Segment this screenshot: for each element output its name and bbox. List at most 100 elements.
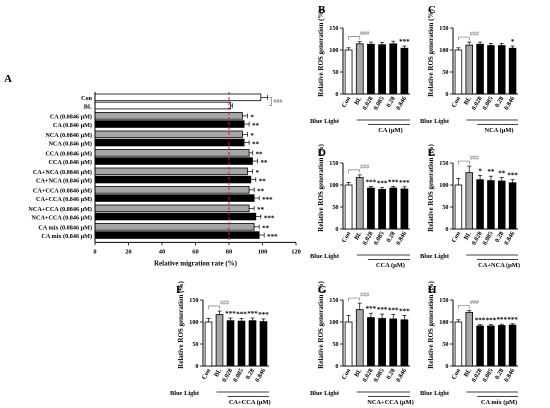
bar-c-2 xyxy=(476,43,484,95)
ytick-label-h-1: 50 xyxy=(442,341,448,348)
panel-label-h: H xyxy=(428,284,437,296)
bar-a-11 xyxy=(94,194,255,202)
bar-a-9 xyxy=(94,175,252,184)
bracket-e xyxy=(458,160,470,165)
sig-c-5: * xyxy=(511,38,515,46)
category-label-d-0: Con xyxy=(341,230,353,244)
category-label-e-1: BL xyxy=(463,231,473,242)
category-label-a-15: CA mix (0.846 μM) xyxy=(41,233,92,240)
category-label-b-0: Con xyxy=(341,95,353,109)
category-label-d-1: BL xyxy=(353,231,363,242)
ytick-label-h-0: 0 xyxy=(445,363,448,370)
ytick-label-c-0: 0 xyxy=(445,91,448,98)
ytick-label-f-1: 50 xyxy=(192,341,198,348)
category-label-a-9: CA+NCA (0.846 μM) xyxy=(36,177,92,184)
bar-g-2 xyxy=(367,317,375,367)
category-label-g-4: 0.28 xyxy=(385,368,397,381)
panel-f: F 0 50 100 150 Relative ROS generation (%) Con… xyxy=(170,280,271,406)
bar-e-1 xyxy=(465,172,474,230)
bar-e-4 xyxy=(497,180,506,230)
ytick-label-d-1: 50 xyxy=(332,204,338,211)
sig-a-5: ** xyxy=(252,140,260,148)
group-label-blue-light-e: Blue Light xyxy=(420,253,450,260)
ytick-label-g-2: 100 xyxy=(329,319,338,326)
bar-d-2 xyxy=(367,187,375,230)
bar-b-3 xyxy=(378,44,386,95)
category-label-d-3: 0.085 xyxy=(373,231,386,247)
group-label-treatment-e: CA+NCA (μM) xyxy=(478,262,520,269)
bar-b-1 xyxy=(355,43,364,95)
category-label-f-3: 0.085 xyxy=(232,368,245,384)
category-label-g-0: Con xyxy=(341,367,353,381)
bar-g-4 xyxy=(389,318,398,367)
category-label-e-5: 0.846 xyxy=(503,230,517,247)
category-label-c-4: 0.28 xyxy=(494,96,506,109)
bar-e-5 xyxy=(508,182,517,230)
bar-b-0 xyxy=(344,49,353,95)
ytick-label-g-0: 0 xyxy=(335,363,338,370)
category-label-e-3: 0.085 xyxy=(481,231,494,247)
category-label-a-12: NCA+CCA (0.0846 μM) xyxy=(28,206,92,213)
bar-a-14 xyxy=(94,223,255,231)
sig-a-7: ** xyxy=(260,159,268,167)
category-label-h-0: Con xyxy=(450,367,462,381)
bar-a-5 xyxy=(94,138,245,147)
group-label-blue-light-g: Blue Light xyxy=(310,390,340,397)
bar-a-4 xyxy=(94,130,243,139)
category-label-a-3: CA (0.846 μM) xyxy=(53,122,92,129)
bar-h-5 xyxy=(508,324,517,367)
category-label-b-1: BL xyxy=(353,96,363,107)
group-label-treatment-b: CA (μM) xyxy=(378,127,402,134)
category-label-a-13: NCA+CCA (0.846 μM) xyxy=(32,214,92,221)
bar-d-0 xyxy=(344,184,353,230)
sig-a-3: ** xyxy=(252,122,260,130)
bar-h-1 xyxy=(465,311,474,367)
bar-f-4 xyxy=(248,320,257,367)
bar-c-5 xyxy=(508,47,517,95)
ytick-label-d-2: 100 xyxy=(329,182,338,189)
category-label-c-3: 0.085 xyxy=(481,96,494,112)
group-label-treatment-g: NCA+CCA (μM) xyxy=(367,399,414,406)
panel-d: D 0 50 100 150 Relative ROS generation (%) Con… xyxy=(310,143,410,269)
xtick-label-a-1: 20 xyxy=(125,248,131,255)
bar-h-3 xyxy=(487,325,495,367)
bar-b-4 xyxy=(389,43,398,95)
bar-g-3 xyxy=(378,318,386,367)
sig-a-2: * xyxy=(250,114,254,122)
sig-g-3: *** xyxy=(377,306,388,314)
category-label-a-4: NCA (0.0846 μM) xyxy=(45,132,92,139)
sig-e-5: *** xyxy=(507,172,518,180)
panel-label-d: D xyxy=(318,147,326,159)
bar-d-3 xyxy=(378,188,386,230)
sig-h-2: *** xyxy=(475,317,486,325)
bar-f-0 xyxy=(204,321,213,367)
y-axis-title-b: Relative ROS generation (%) xyxy=(317,8,325,96)
group-label-blue-light-b: Blue Light xyxy=(310,118,340,125)
bar-e-2 xyxy=(476,179,484,230)
category-label-f-5: 0.846 xyxy=(254,367,268,384)
panel-label-g: G xyxy=(318,284,327,296)
group-label-treatment-h: CA mix (μM) xyxy=(481,399,517,406)
bar-a-13 xyxy=(94,212,257,221)
ytick-label-b-1: 50 xyxy=(332,69,338,76)
sig-a-hash: ### xyxy=(274,99,283,105)
ytick-label-b-2: 100 xyxy=(329,47,338,54)
bar-a-6 xyxy=(94,149,250,157)
bar-a-2 xyxy=(94,112,243,120)
y-axis-title-h: Relative ROS generation (%) xyxy=(427,280,435,368)
panel-label-c: C xyxy=(428,4,436,16)
category-label-a-8: CA+NCA (0.0846 μM) xyxy=(33,169,92,176)
sig-f-3: *** xyxy=(236,310,247,318)
bar-d-4 xyxy=(389,187,398,230)
sig-e-2: * xyxy=(478,167,482,175)
sig-d-4: *** xyxy=(388,178,399,186)
category-label-a-2: CA (0.0846 μM) xyxy=(50,114,92,121)
sig-a-14: ** xyxy=(262,225,270,233)
category-label-h-3: 0.085 xyxy=(481,368,494,384)
group-label-treatment-c: NCA (μM) xyxy=(485,127,514,134)
category-label-b-5: 0.846 xyxy=(395,95,409,112)
xtick-label-a-2: 40 xyxy=(159,248,165,255)
bar-h-4 xyxy=(497,325,506,367)
xtick-label-a-5: 100 xyxy=(258,248,268,255)
